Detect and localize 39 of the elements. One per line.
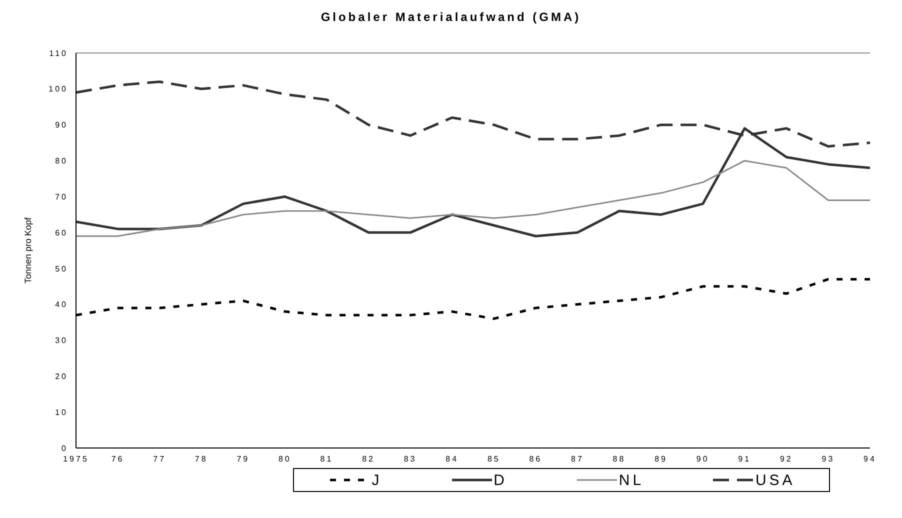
x-tick-label: 76 [111,454,124,464]
y-tick-label: 50 [55,264,68,274]
y-tick-label: 20 [55,372,68,382]
legend-label: NL [618,472,644,488]
x-tick-label: 87 [571,454,584,464]
x-tick-label: 77 [153,454,166,464]
x-tick-label: 83 [404,454,417,464]
x-tick-label: 86 [529,454,542,464]
x-tick-label: 78 [194,454,208,464]
x-tick-label: 88 [612,454,626,464]
x-tick-label: 94 [864,454,876,464]
y-axis-title: Tonnen pro Kopf [23,216,34,284]
y-tick-label: 40 [55,300,68,310]
line-series [75,160,871,237]
y-tick-label: 90 [55,120,68,130]
y-tick-label: 60 [55,228,68,238]
x-tick-label: 81 [320,454,334,464]
x-tick-label: 84 [446,454,459,464]
y-tick-label: 0 [62,444,68,453]
x-tick-label: 80 [278,454,292,464]
y-tick-label: 70 [55,192,68,202]
legend-label: D [494,472,508,488]
x-tick-label: 82 [362,454,375,464]
x-tick-label: 89 [654,454,668,464]
x-tick-label: 85 [487,454,500,464]
x-tick-label: 93 [822,454,835,464]
legend-label: USA [755,472,796,488]
x-tick-label: 1975 [63,454,89,464]
y-tick-label: 80 [55,156,68,166]
x-tick-label: 91 [738,454,752,464]
x-tick-label: 90 [696,454,710,464]
chart-title: Globaler Materialaufwand (GMA) [320,10,582,26]
y-tick-label: 110 [49,48,68,58]
x-tick-label: 92 [780,454,793,464]
y-tick-label: 100 [48,84,68,94]
x-tick-label: 79 [236,454,250,464]
legend-label: J [372,472,382,488]
y-tick-label: 10 [55,408,68,417]
y-tick-label: 30 [55,336,68,346]
